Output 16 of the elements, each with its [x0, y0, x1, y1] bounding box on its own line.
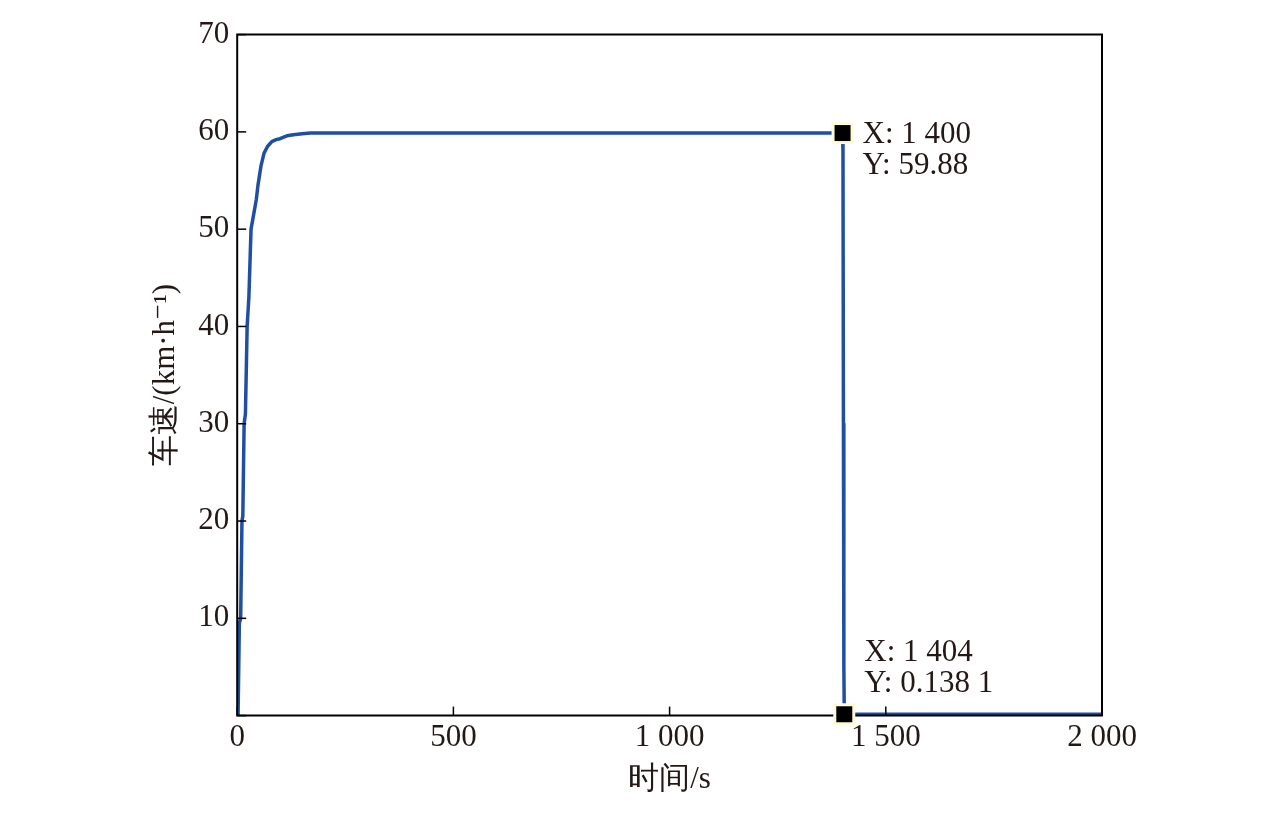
x-tick-label: 1 000 [634, 718, 705, 754]
x-axis-title: 时间/s [628, 759, 711, 795]
annotation: X: 1 404 Y: 0.138 1 [864, 633, 994, 700]
y-tick-label: 30 [198, 403, 230, 439]
x-tick-label: 1 500 [850, 718, 921, 754]
y-tick-label: 40 [198, 306, 230, 342]
y-tick-label: 70 [198, 14, 230, 50]
x-tick-label: 0 [229, 718, 245, 754]
y-tick-label: 60 [198, 112, 230, 148]
annotation: X: 1 400 Y: 59.88 [862, 115, 972, 182]
y-tick-label: 50 [198, 209, 230, 245]
x-tick-label: 2 000 [1067, 718, 1137, 754]
y-tick-label: 10 [198, 598, 230, 634]
y-tick-label: 20 [198, 501, 230, 537]
y-axis-title: 车速/(km·h⁻¹) [145, 283, 181, 467]
x-tick-label: 500 [430, 718, 477, 754]
